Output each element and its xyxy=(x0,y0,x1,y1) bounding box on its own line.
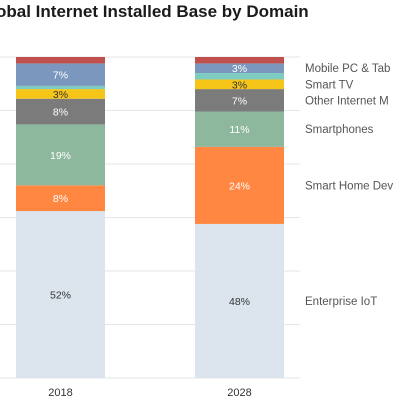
legend-label: Other Internet M xyxy=(305,95,389,107)
bar-segment xyxy=(16,211,105,378)
legend-label: Mobile PC & Tab xyxy=(305,63,390,75)
data-label: 3% xyxy=(232,79,247,91)
data-label: 24% xyxy=(229,180,250,192)
data-label: 7% xyxy=(53,70,68,82)
data-label: 7% xyxy=(232,95,247,107)
data-label: 8% xyxy=(53,193,68,205)
data-label: 11% xyxy=(229,124,249,136)
bars xyxy=(16,57,284,378)
bar-segment xyxy=(195,111,284,147)
bar-segment xyxy=(195,73,284,80)
x-tick-label: 2018 xyxy=(48,387,72,399)
data-label: 3% xyxy=(232,63,247,75)
x-tick-label: 2028 xyxy=(227,387,251,399)
legend: Enterprise IoT Smart Home Dev Smartphones O… xyxy=(305,63,393,308)
bar-segment xyxy=(195,79,284,90)
legend-label: Smartphones xyxy=(305,124,374,136)
data-label: 19% xyxy=(50,150,71,162)
bar-segment xyxy=(16,63,105,86)
bar-segment xyxy=(195,89,284,112)
legend-label: Smart TV xyxy=(305,79,354,91)
bar-segment xyxy=(16,185,105,212)
chart-title: obal Internet Installed Base by Domain xyxy=(0,2,309,21)
bar-segment xyxy=(195,63,284,74)
data-label: 48% xyxy=(229,296,250,308)
data-labels: 52% 8% 19% 8% 3% 7% 48% 24% 11% 7% 3% 3% xyxy=(50,63,250,308)
data-label: 52% xyxy=(50,290,71,302)
bar-segment xyxy=(16,98,105,125)
legend-label: Enterprise IoT xyxy=(305,296,377,308)
bar-segment xyxy=(16,57,105,64)
data-label: 3% xyxy=(53,89,68,101)
bar-segment xyxy=(195,223,284,378)
x-tick-labels: 2018 2028 xyxy=(48,387,251,399)
data-label: 8% xyxy=(53,107,68,119)
legend-label: Smart Home Dev xyxy=(305,180,393,192)
bar-segment xyxy=(16,124,105,186)
bar-segment xyxy=(195,57,284,64)
bar-segment xyxy=(195,146,284,224)
bar-segment xyxy=(16,85,105,90)
bar-segment xyxy=(16,89,105,99)
